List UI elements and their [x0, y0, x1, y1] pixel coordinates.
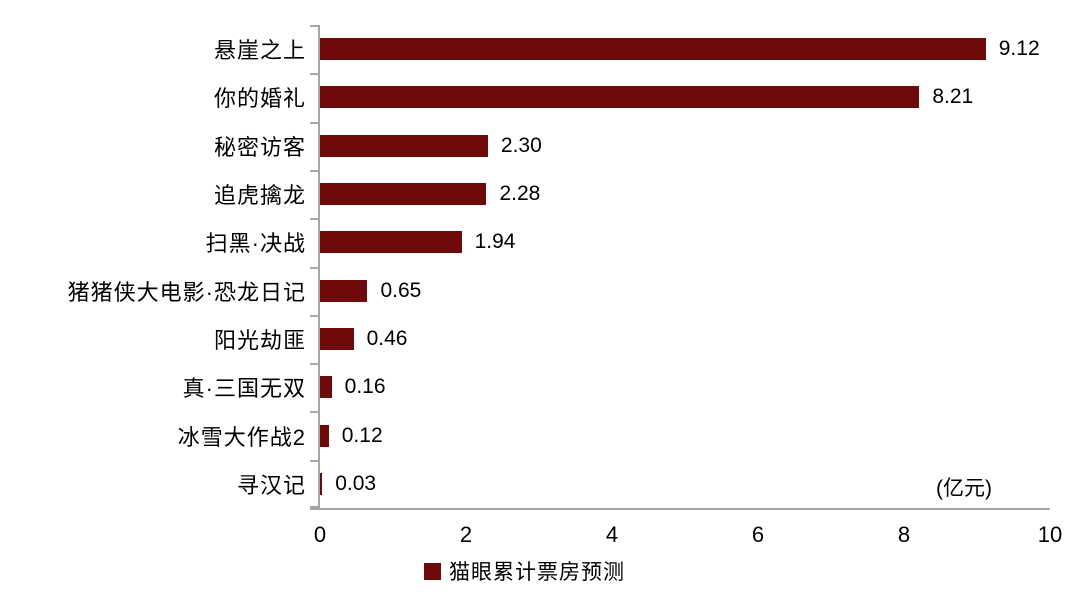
legend-label: 猫眼累计票房预测 [449, 561, 625, 584]
category-label: 冰雪大作战2 [177, 424, 306, 450]
bar-row: 2.30 [320, 122, 1050, 170]
bar [320, 86, 920, 109]
bar-row: 8.21 [320, 73, 1050, 121]
bar [320, 38, 986, 61]
category-label: 悬崖之上 [213, 38, 306, 64]
bar-row: 9.12 [320, 25, 1050, 73]
x-tick-label: 6 [751, 522, 765, 547]
value-label: 0.16 [344, 375, 386, 399]
bar [320, 134, 488, 157]
category-label: 秘密访客 [213, 134, 306, 160]
y-axis-tick [310, 266, 320, 269]
category-labels: 悬崖之上你的婚礼秘密访客追虎擒龙扫黑·决战猪猪侠大电影·恐龙日记阳光劫匪真·三国… [0, 25, 306, 508]
bar-row: 0.12 [320, 411, 1050, 459]
value-label: 0.12 [341, 423, 383, 447]
x-tick-label: 10 [1037, 522, 1063, 547]
bar [320, 472, 323, 495]
bar [320, 183, 487, 206]
value-label: 9.12 [998, 37, 1040, 61]
plot-area: 9.12 8.21 2.30 2.28 1.94 0.65 0.46 0.16 0.12 0.03… [310, 25, 1050, 510]
bar-row: 2.28 [320, 170, 1050, 218]
bar-row: 0.16 [320, 363, 1050, 411]
x-tick-label: 8 [897, 522, 911, 547]
category-label: 真·三国无双 [182, 376, 306, 402]
bar-row: 0.65 [320, 266, 1050, 314]
category-label: 寻汉记 [236, 472, 306, 498]
x-tick-label: 2 [459, 522, 473, 547]
y-axis-tick [310, 25, 320, 27]
value-label: 1.94 [474, 230, 516, 254]
bar [320, 424, 329, 447]
y-axis-tick [310, 459, 320, 462]
y-axis-tick [310, 411, 320, 414]
x-axis-line [310, 508, 1050, 510]
category-label: 你的婚礼 [213, 86, 306, 112]
x-tick-label: 0 [313, 522, 327, 547]
y-axis-tick [310, 169, 320, 172]
x-axis-tick-labels: 0 2 4 6 8 10 [314, 522, 1062, 550]
y-axis-tick [310, 314, 320, 317]
y-axis-tick [310, 218, 320, 221]
value-label: 8.21 [932, 85, 974, 109]
category-label: 追虎擒龙 [213, 183, 306, 209]
value-label: 2.30 [500, 133, 542, 157]
bar [320, 279, 368, 302]
legend: 猫眼累计票房预测 [424, 556, 625, 586]
value-label: 0.65 [380, 278, 422, 302]
y-axis-tick [310, 506, 320, 508]
value-label: 0.46 [366, 326, 408, 350]
bar [320, 327, 354, 350]
category-label: 猪猪侠大电影·恐龙日记 [67, 279, 306, 305]
legend-swatch-icon [424, 562, 441, 580]
bars-area: 9.12 8.21 2.30 2.28 1.94 0.65 0.46 0.16 0.12 0.03 [320, 25, 1050, 508]
value-label: 0.03 [335, 471, 377, 495]
category-label: 扫黑·决战 [205, 231, 306, 257]
value-label: 2.28 [499, 182, 541, 206]
unit-label: (亿元) [936, 477, 992, 500]
category-label: 阳光劫匪 [213, 327, 306, 353]
bar [320, 231, 462, 254]
bar-row: 0.46 [320, 315, 1050, 363]
y-axis-tick [310, 73, 320, 76]
bar [320, 376, 332, 399]
y-axis-tick [310, 363, 320, 366]
x-tick-label: 4 [605, 522, 619, 547]
y-axis-tick [310, 121, 320, 124]
bar-row: 0.03 [320, 460, 1050, 508]
bar-row: 1.94 [320, 218, 1050, 266]
